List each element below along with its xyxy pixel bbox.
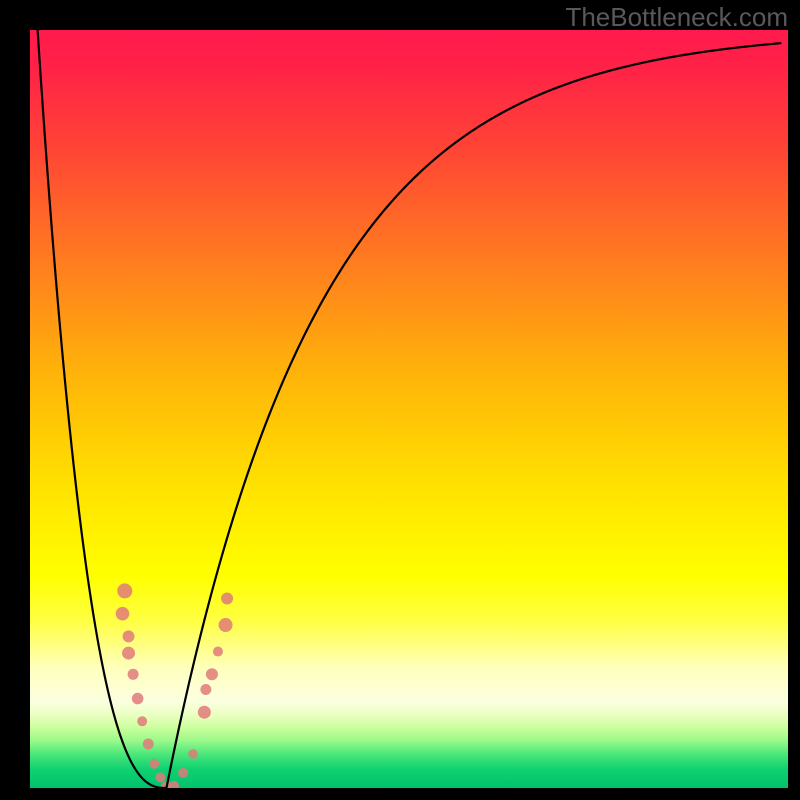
data-marker	[117, 583, 132, 598]
data-marker	[213, 647, 223, 657]
curve-right-branch	[166, 43, 780, 788]
data-marker	[143, 739, 154, 750]
data-marker	[132, 693, 144, 705]
data-marker	[221, 593, 233, 605]
data-marker	[219, 618, 233, 632]
bottleneck-curve-layer	[30, 30, 788, 788]
data-marker	[155, 772, 165, 782]
chart-container: TheBottleneck.com	[0, 0, 800, 800]
data-marker	[169, 781, 179, 788]
curve-left-branch	[38, 30, 167, 788]
data-marker	[206, 668, 218, 680]
data-marker	[198, 706, 211, 719]
data-marker	[178, 768, 188, 778]
plot-area	[30, 30, 788, 788]
data-marker	[123, 630, 135, 642]
data-marker	[122, 647, 135, 660]
data-marker	[116, 607, 130, 621]
data-marker	[188, 749, 198, 759]
data-marker	[128, 669, 139, 680]
data-marker	[200, 684, 211, 695]
marker-group	[116, 583, 233, 788]
data-marker	[137, 716, 147, 726]
data-marker	[149, 759, 159, 769]
watermark-text: TheBottleneck.com	[565, 2, 788, 33]
